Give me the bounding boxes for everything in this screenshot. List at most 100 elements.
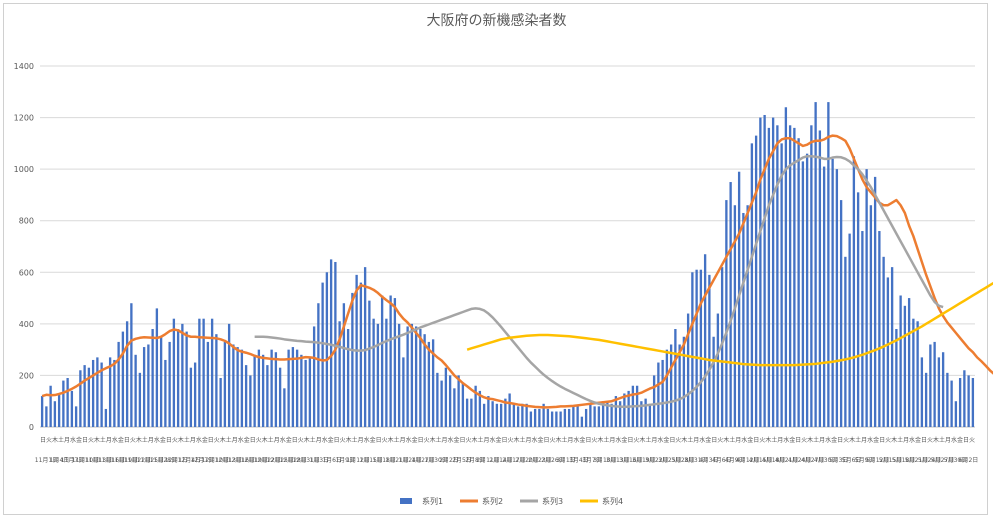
x-weekday-label: 水 bbox=[615, 436, 621, 444]
bar bbox=[788, 125, 792, 428]
bar bbox=[814, 102, 817, 427]
bar bbox=[720, 267, 724, 427]
x-date-label: 2月11日 bbox=[476, 457, 499, 464]
bar bbox=[487, 396, 490, 427]
x-weekday-label: 火 bbox=[591, 437, 597, 444]
bar bbox=[104, 408, 108, 427]
x-weekday-label: 土 bbox=[268, 436, 274, 444]
bar bbox=[963, 370, 966, 427]
bar bbox=[852, 156, 856, 427]
x-weekday-label: 金 bbox=[621, 436, 627, 444]
x-weekday-label: 日 bbox=[711, 437, 717, 444]
x-weekday-label: 日 bbox=[334, 437, 340, 444]
x-weekday-label: 月 bbox=[232, 437, 238, 444]
x-weekday-label: 火 bbox=[298, 437, 304, 444]
x-date-label: 2月2日 bbox=[439, 457, 459, 464]
x-date-label: 5月30日 bbox=[944, 457, 967, 464]
x-weekday-label: 木 bbox=[136, 436, 142, 444]
x-weekday-label: 月 bbox=[693, 437, 699, 444]
bar bbox=[618, 401, 622, 427]
x-weekday-label: 木 bbox=[304, 436, 310, 444]
bar bbox=[580, 416, 584, 427]
x-weekday-label: 日 bbox=[40, 437, 46, 444]
x-date-label: 12月16日 bbox=[228, 457, 255, 464]
bar bbox=[461, 383, 465, 427]
x-weekday-label: 水 bbox=[909, 436, 915, 444]
bar bbox=[151, 329, 154, 427]
x-date-label: 12月10日 bbox=[202, 457, 229, 464]
x-weekday-label: 水 bbox=[825, 436, 831, 444]
x-weekday-label: 火 bbox=[885, 437, 891, 444]
bar bbox=[801, 161, 805, 427]
bar bbox=[699, 269, 703, 427]
x-weekday-label: 日 bbox=[837, 437, 843, 444]
x-weekday-label: 金 bbox=[705, 436, 711, 444]
x-weekday-label: 金 bbox=[873, 436, 879, 444]
bar bbox=[525, 403, 528, 427]
bar bbox=[359, 282, 363, 427]
bar bbox=[436, 372, 439, 427]
x-weekday-label: 金 bbox=[915, 436, 921, 444]
bar bbox=[797, 138, 800, 427]
bar bbox=[831, 158, 834, 428]
bar bbox=[312, 326, 316, 427]
bar bbox=[691, 272, 694, 427]
bar bbox=[971, 378, 975, 427]
y-tick-label: 1000 bbox=[14, 165, 34, 174]
bar bbox=[648, 403, 652, 427]
bar bbox=[57, 393, 61, 427]
bar bbox=[363, 267, 367, 427]
bar bbox=[300, 354, 303, 427]
x-date-label: 11月10日 bbox=[72, 457, 99, 464]
bar bbox=[202, 318, 205, 427]
bar bbox=[784, 107, 788, 427]
x-date-label: 3月28日 bbox=[671, 457, 694, 464]
y-tick-label: 600 bbox=[19, 268, 34, 277]
bar bbox=[729, 182, 732, 427]
x-weekday-label: 金 bbox=[328, 436, 334, 444]
x-date-label: 5月9日 bbox=[855, 457, 875, 464]
bar bbox=[304, 359, 307, 427]
bar bbox=[614, 396, 618, 427]
bar bbox=[176, 329, 180, 427]
x-date-label: 12月4日 bbox=[178, 457, 201, 464]
x-weekday-label: 月 bbox=[777, 437, 783, 444]
bar bbox=[100, 362, 103, 427]
x-weekday-label: 木 bbox=[555, 436, 561, 444]
x-date-label: 5月27日 bbox=[931, 457, 954, 464]
bar bbox=[308, 357, 312, 427]
x-date-label: 5月24日 bbox=[918, 457, 941, 464]
bar bbox=[657, 362, 660, 427]
bar bbox=[886, 277, 890, 427]
bar bbox=[266, 365, 269, 427]
x-weekday-label: 日 bbox=[795, 437, 801, 444]
x-weekday-label: 水 bbox=[867, 436, 873, 444]
x-date-label: 4月3日 bbox=[699, 457, 719, 464]
x-date-label: 5月15日 bbox=[879, 457, 902, 464]
bar bbox=[423, 334, 426, 427]
x-weekday-label: 日 bbox=[963, 437, 969, 444]
bar bbox=[240, 349, 244, 427]
bar bbox=[529, 411, 533, 427]
bar bbox=[771, 117, 775, 428]
bar bbox=[470, 398, 473, 427]
bar bbox=[856, 192, 860, 427]
x-weekday-label: 水 bbox=[154, 436, 160, 444]
x-date-label: 2月5日 bbox=[452, 457, 472, 464]
bar bbox=[198, 318, 201, 427]
x-date-label: 3月13日 bbox=[606, 457, 629, 464]
x-weekday-label: 日 bbox=[460, 437, 466, 444]
x-date-label: 1月4日 bbox=[50, 457, 70, 464]
bar bbox=[555, 411, 558, 427]
bar bbox=[933, 341, 936, 427]
bar bbox=[610, 403, 613, 427]
x-weekday-label: 月 bbox=[484, 437, 490, 444]
x-weekday-label: 水 bbox=[280, 436, 286, 444]
x-weekday-label: 木 bbox=[388, 436, 394, 444]
x-weekday-label: 月 bbox=[190, 437, 196, 444]
x-weekday-label: 水 bbox=[657, 436, 663, 444]
bar bbox=[793, 127, 796, 427]
x-weekday-label: 日 bbox=[879, 437, 885, 444]
bar bbox=[542, 403, 545, 427]
